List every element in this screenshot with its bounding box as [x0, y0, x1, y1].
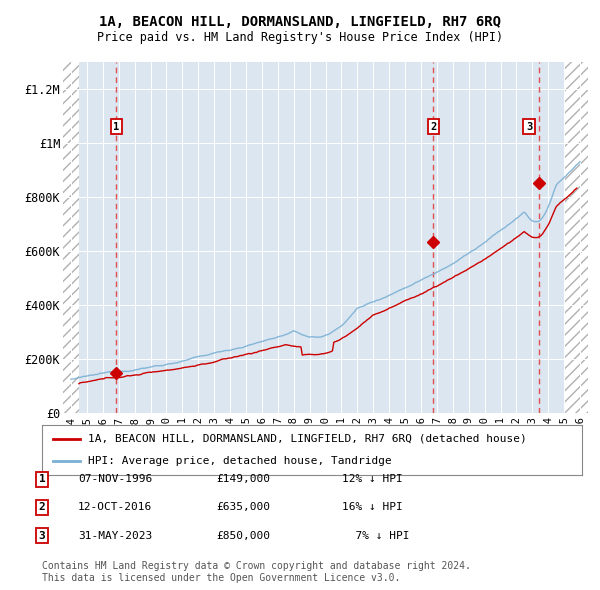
Text: Contains HM Land Registry data © Crown copyright and database right 2024.
This d: Contains HM Land Registry data © Crown c…	[42, 561, 471, 583]
Bar	[564, 62, 588, 413]
Text: 1: 1	[113, 122, 119, 132]
Text: 16% ↓ HPI: 16% ↓ HPI	[342, 503, 403, 512]
Text: 12% ↓ HPI: 12% ↓ HPI	[342, 474, 403, 484]
Text: 12-OCT-2016: 12-OCT-2016	[78, 503, 152, 512]
Text: 2: 2	[38, 503, 46, 512]
Text: 7% ↓ HPI: 7% ↓ HPI	[342, 531, 409, 540]
Text: £635,000: £635,000	[216, 503, 270, 512]
Text: HPI: Average price, detached house, Tandridge: HPI: Average price, detached house, Tand…	[88, 456, 392, 466]
Text: 07-NOV-1996: 07-NOV-1996	[78, 474, 152, 484]
Text: 2: 2	[430, 122, 436, 132]
Text: 3: 3	[526, 122, 532, 132]
Text: £850,000: £850,000	[216, 531, 270, 540]
Text: 3: 3	[38, 531, 46, 540]
Text: 1A, BEACON HILL, DORMANSLAND, LINGFIELD, RH7 6RQ: 1A, BEACON HILL, DORMANSLAND, LINGFIELD,…	[99, 15, 501, 29]
Text: 31-MAY-2023: 31-MAY-2023	[78, 531, 152, 540]
Text: 1: 1	[38, 474, 46, 484]
Text: 1A, BEACON HILL, DORMANSLAND, LINGFIELD, RH7 6RQ (detached house): 1A, BEACON HILL, DORMANSLAND, LINGFIELD,…	[88, 434, 527, 444]
Bar	[63, 62, 79, 413]
Text: £149,000: £149,000	[216, 474, 270, 484]
Text: Price paid vs. HM Land Registry's House Price Index (HPI): Price paid vs. HM Land Registry's House …	[97, 31, 503, 44]
